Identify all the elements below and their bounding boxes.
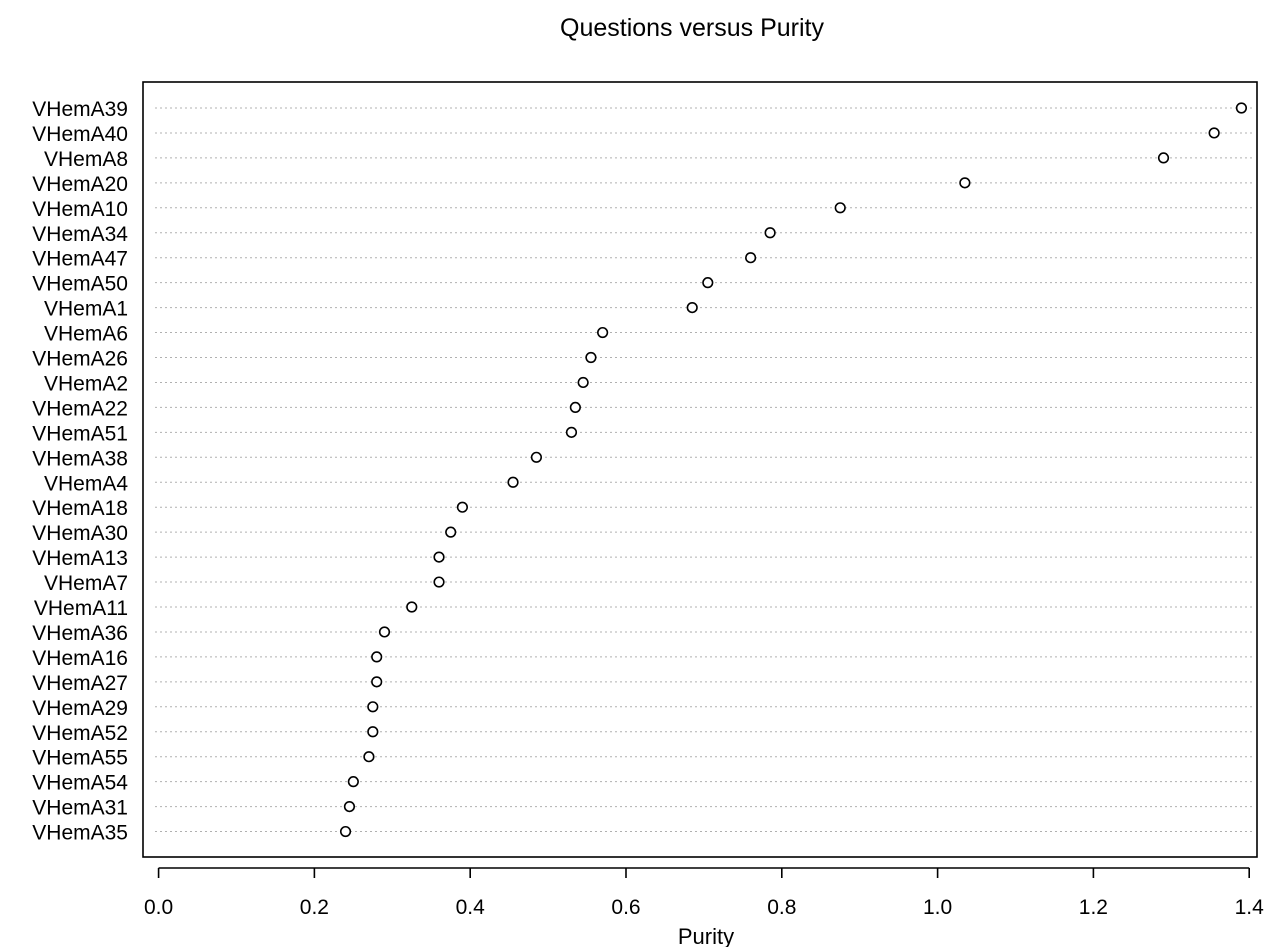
category-label: VHemA8 bbox=[44, 148, 128, 171]
data-point-VHemA40 bbox=[1208, 127, 1220, 139]
category-label: VHemA2 bbox=[44, 372, 128, 395]
x-tick-label: 0.4 bbox=[456, 896, 486, 919]
x-tick-label: 0.6 bbox=[611, 896, 640, 919]
x-tick-label: 1.4 bbox=[1235, 896, 1265, 919]
x-tick-label: 1.0 bbox=[923, 896, 952, 919]
gridlines bbox=[155, 107, 1252, 833]
category-label: VHemA54 bbox=[32, 772, 128, 795]
data-point-VHemA1 bbox=[686, 302, 698, 314]
category-label: VHemA38 bbox=[32, 447, 128, 470]
data-point-VHemA34 bbox=[764, 227, 776, 239]
x-tick-label: 0.0 bbox=[144, 896, 173, 919]
data-point-VHemA35 bbox=[339, 825, 352, 838]
category-label: VHemA1 bbox=[44, 298, 128, 321]
data-point-VHemA30 bbox=[445, 526, 457, 538]
data-point-VHemA47 bbox=[745, 252, 757, 264]
x-axis-title: Purity bbox=[678, 924, 734, 947]
category-label: VHemA50 bbox=[32, 273, 128, 296]
category-label: VHemA36 bbox=[32, 622, 128, 645]
category-label: VHemA11 bbox=[34, 597, 128, 620]
data-point-VHemA55 bbox=[363, 751, 375, 763]
data-point-VHemA4 bbox=[507, 476, 519, 488]
category-label: VHemA51 bbox=[32, 422, 128, 445]
category-label: VHemA4 bbox=[44, 472, 128, 495]
category-label: VHemA35 bbox=[32, 822, 128, 845]
data-point-VHemA38 bbox=[530, 451, 543, 463]
data-point-VHemA16 bbox=[371, 651, 383, 663]
y-axis-labels: VHemA39VHemA40VHemA8VHemA20VHemA10VHemA3… bbox=[32, 98, 128, 845]
data-point-VHemA18 bbox=[456, 501, 468, 513]
category-label: VHemA16 bbox=[32, 647, 128, 670]
category-label: VHemA7 bbox=[44, 572, 128, 595]
x-tick-label: 0.2 bbox=[300, 896, 329, 919]
data-point-VHemA52 bbox=[367, 726, 379, 738]
data-point-VHemA10 bbox=[834, 202, 846, 214]
data-point-VHemA54 bbox=[347, 776, 359, 788]
data-point-VHemA27 bbox=[371, 676, 383, 688]
category-label: VHemA47 bbox=[32, 248, 128, 271]
category-label: VHemA18 bbox=[32, 497, 128, 520]
chart-title: Questions versus Purity bbox=[560, 14, 824, 42]
category-label: VHemA27 bbox=[32, 672, 128, 695]
data-points bbox=[339, 102, 1248, 838]
data-point-VHemA26 bbox=[585, 351, 597, 364]
data-point-VHemA51 bbox=[565, 426, 578, 438]
category-label: VHemA13 bbox=[32, 547, 128, 570]
x-axis: 0.0 0.2 0.4 0.6 0.8 1.0 1.2 1.4 bbox=[144, 867, 1265, 919]
category-label: VHemA10 bbox=[32, 198, 128, 221]
data-point-VHemA39 bbox=[1235, 102, 1248, 114]
category-label: VHemA39 bbox=[32, 98, 128, 121]
category-label: VHemA34 bbox=[32, 223, 128, 246]
data-point-VHemA20 bbox=[959, 177, 971, 189]
data-point-VHemA36 bbox=[378, 626, 391, 638]
category-label: VHemA55 bbox=[32, 747, 128, 770]
plot-frame bbox=[142, 81, 1258, 858]
category-label: VHemA6 bbox=[44, 323, 128, 346]
data-point-VHemA50 bbox=[702, 277, 714, 289]
data-point-VHemA29 bbox=[367, 701, 379, 713]
category-label: VHemA20 bbox=[32, 173, 128, 196]
data-point-VHemA11 bbox=[406, 601, 418, 613]
data-point-VHemA7 bbox=[433, 576, 445, 588]
category-label: VHemA31 bbox=[32, 797, 128, 820]
category-label: VHemA22 bbox=[32, 397, 128, 420]
category-label: VHemA52 bbox=[32, 722, 128, 745]
data-point-VHemA13 bbox=[433, 551, 445, 563]
category-label: VHemA30 bbox=[32, 522, 128, 545]
data-point-VHemA31 bbox=[343, 800, 356, 813]
data-point-VHemA6 bbox=[597, 326, 609, 339]
category-label: VHemA26 bbox=[32, 348, 128, 371]
category-label: VHemA29 bbox=[32, 697, 128, 720]
data-point-VHemA8 bbox=[1157, 152, 1170, 164]
x-tick-label: 0.8 bbox=[767, 896, 796, 919]
x-tick-label: 1.2 bbox=[1079, 896, 1108, 919]
data-point-VHemA2 bbox=[577, 376, 589, 389]
category-label: VHemA40 bbox=[32, 123, 128, 146]
data-point-VHemA22 bbox=[569, 401, 581, 414]
